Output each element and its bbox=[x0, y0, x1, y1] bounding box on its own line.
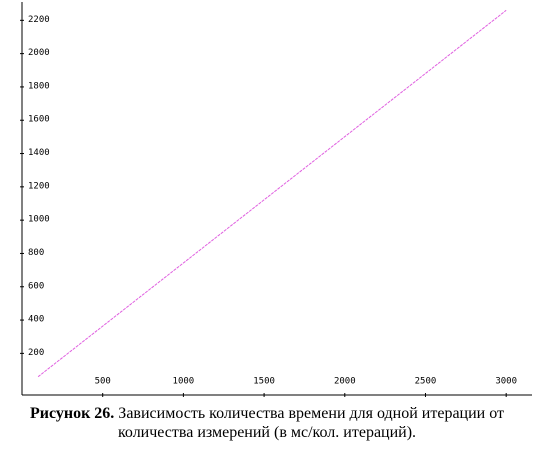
figure-label: Рисунок 26. bbox=[29, 405, 115, 422]
x-tick-label: 1000 bbox=[173, 377, 195, 387]
y-tick-label: 2200 bbox=[28, 15, 50, 25]
x-tick-label: 3000 bbox=[495, 377, 517, 387]
y-tick-label: 400 bbox=[28, 315, 44, 325]
x-tick-label: 2500 bbox=[415, 377, 437, 387]
y-tick-label: 1800 bbox=[28, 81, 50, 91]
y-tick-label: 800 bbox=[28, 248, 44, 258]
y-tick-label: 200 bbox=[28, 348, 44, 358]
x-tick-label: 1500 bbox=[253, 377, 275, 387]
y-tick-label: 1200 bbox=[28, 181, 50, 191]
chart: 200 400 600 800 1000 1200 1400 1600 1800 2000 2200… bbox=[20, 2, 532, 397]
caption: Рисунок 26. Зависимость количества време… bbox=[0, 404, 534, 442]
caption-text: Зависимость количества времени для одной… bbox=[117, 405, 505, 441]
x-tick-label: 500 bbox=[95, 377, 111, 387]
y-tick-label: 600 bbox=[28, 281, 44, 291]
y-tick-label: 1600 bbox=[28, 115, 50, 125]
y-tick-label: 1400 bbox=[28, 148, 50, 158]
y-tick-label: 2000 bbox=[28, 48, 50, 58]
line bbox=[37, 9, 507, 378]
y-tick-label: 1000 bbox=[28, 215, 50, 225]
x-tick-label: 2000 bbox=[334, 377, 356, 387]
